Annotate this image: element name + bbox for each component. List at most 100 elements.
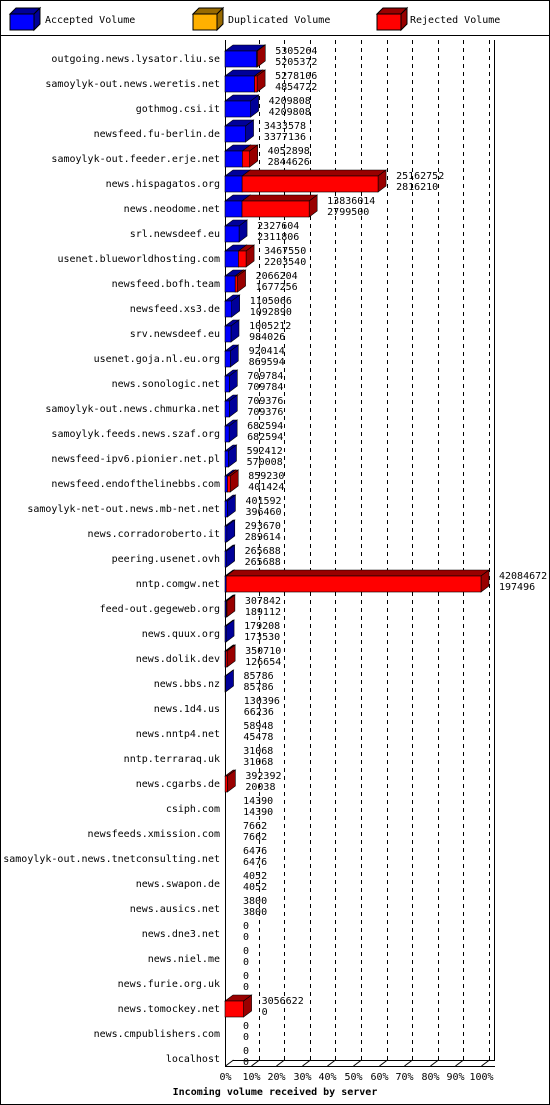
total-label: 2327604	[257, 221, 299, 232]
tick-mark	[302, 1059, 311, 1067]
accepted-label: 709784	[247, 382, 283, 393]
y-tick-label: newsfeeds.xmission.com	[88, 829, 220, 840]
accepted-bar	[224, 475, 228, 493]
x-tick-label: 100%	[469, 1072, 493, 1083]
total-label: 4052	[243, 871, 267, 882]
accepted-bar	[224, 325, 232, 343]
accepted-bar	[224, 500, 228, 518]
accepted-label: 0	[243, 1032, 249, 1043]
accepted-bar	[224, 75, 255, 93]
y-tick-label: newsfeed.bofh.team	[112, 279, 220, 290]
accepted-label: 7662	[243, 832, 267, 843]
total-label: 682594	[247, 421, 283, 432]
y-tick-label: samoylyk-out.feeder.erje.net	[51, 154, 220, 165]
total-label: 3056622	[262, 996, 304, 1007]
accepted-bar	[224, 425, 230, 443]
total-label: 7662	[243, 821, 267, 832]
accepted-bar	[224, 200, 243, 218]
total-label: 0	[243, 1046, 249, 1057]
accepted-label: 45478	[243, 732, 273, 743]
rejected-bar	[225, 600, 228, 618]
x-tick-label: 40%	[318, 1072, 336, 1083]
accepted-label: 31068	[243, 757, 273, 768]
accepted-label: 869594	[249, 357, 285, 368]
y-tick-label: newsfeed.endofthelinebbs.com	[51, 479, 220, 490]
tick-mark	[481, 1059, 490, 1067]
y-tick-label: gothmog.csi.it	[136, 104, 220, 115]
y-tick-label: news.neodome.net	[124, 204, 220, 215]
accepted-label: 3377136	[264, 132, 306, 143]
rejected-bar	[241, 175, 379, 193]
accepted-bar	[224, 350, 231, 368]
accepted-label: 396460	[245, 507, 281, 518]
total-label: 401592	[245, 496, 281, 507]
accepted-label: 126654	[245, 657, 281, 668]
total-label: 920414	[249, 346, 285, 357]
accepted-bar	[224, 625, 227, 643]
y-tick-label: news.dolik.dev	[136, 654, 220, 665]
y-tick-label: usenet.goja.nl.eu.org	[94, 354, 220, 365]
accepted-bar	[224, 100, 251, 118]
total-label: 85786	[244, 671, 274, 682]
accepted-label: 0	[243, 1057, 249, 1068]
accepted-bar	[224, 675, 226, 693]
y-tick-label: nntp.terraraq.uk	[124, 754, 220, 765]
accepted-label: 66236	[244, 707, 274, 718]
rejected-bar-top	[241, 169, 387, 177]
x-tick-label: 20%	[267, 1072, 285, 1083]
total-label: 307842	[245, 596, 281, 607]
accepted-label: 984026	[249, 332, 285, 343]
total-label: 179208	[244, 621, 280, 632]
total-label: 3800	[243, 896, 267, 907]
y-tick-label: peering.usenet.ovh	[112, 554, 220, 565]
rejected-bar	[224, 775, 228, 793]
total-label: 709376	[247, 396, 283, 407]
y-tick-label: newsfeed.fu-berlin.de	[94, 129, 220, 140]
total-label: 0	[243, 971, 249, 982]
total-label: 3467550	[264, 246, 306, 257]
tick-mark	[353, 1059, 362, 1067]
y-tick-label: news.tomockey.net	[118, 1004, 220, 1015]
accepted-label: 2311806	[257, 232, 299, 243]
accepted-label: 2844626	[268, 157, 310, 168]
accepted-label: 709376	[247, 407, 283, 418]
x-axis-title: Incoming volume received by server	[173, 1086, 378, 1098]
y-tick-label: newsfeed-ipv6.pionier.net.pl	[51, 454, 220, 465]
accepted-label: 4052	[243, 882, 267, 893]
y-tick-label: newsfeed.xs3.de	[130, 304, 220, 315]
accepted-label: 1092890	[250, 307, 292, 318]
y-tick-label: samoylyk-net-out.news.mb-net.net	[27, 504, 220, 515]
total-label: 42084672	[499, 571, 547, 582]
x-tick-label: 60%	[370, 1072, 388, 1083]
accepted-label: 2799500	[327, 207, 369, 218]
accepted-bar	[224, 175, 243, 193]
total-label: 31068	[243, 746, 273, 757]
rejected-bar	[241, 200, 310, 218]
total-label: 25162752	[396, 171, 444, 182]
total-label: 1005212	[249, 321, 291, 332]
legend-label: Rejected Volume	[410, 15, 500, 26]
y-tick-label: news.bbs.nz	[154, 679, 220, 690]
accepted-bar	[224, 450, 229, 468]
y-tick-label: news.sonologic.net	[112, 379, 220, 390]
accepted-label: 20038	[245, 782, 275, 793]
y-tick-label: srv.newsdeef.eu	[130, 329, 220, 340]
rejected-bar	[238, 250, 247, 268]
y-tick-label: feed-out.gegeweb.org	[100, 604, 220, 615]
legend-swatch	[376, 13, 402, 31]
y-tick-label: news.cgarbs.de	[136, 779, 220, 790]
accepted-label: 0	[243, 932, 249, 943]
accepted-label: 2816210	[396, 182, 438, 193]
total-label: 0	[243, 946, 249, 957]
total-label: 6476	[243, 846, 267, 857]
y-tick-label: news.hispagatos.org	[106, 179, 220, 190]
total-label: 13836014	[327, 196, 375, 207]
accepted-label: 682594	[247, 432, 283, 443]
y-tick-label: nntp.comgw.net	[136, 579, 220, 590]
rejected-bar	[225, 575, 482, 593]
x-tick-label: 50%	[344, 1072, 362, 1083]
x-tick-label: 70%	[395, 1072, 413, 1083]
total-label: 0	[243, 1021, 249, 1032]
rejected-bar-top	[225, 569, 490, 577]
